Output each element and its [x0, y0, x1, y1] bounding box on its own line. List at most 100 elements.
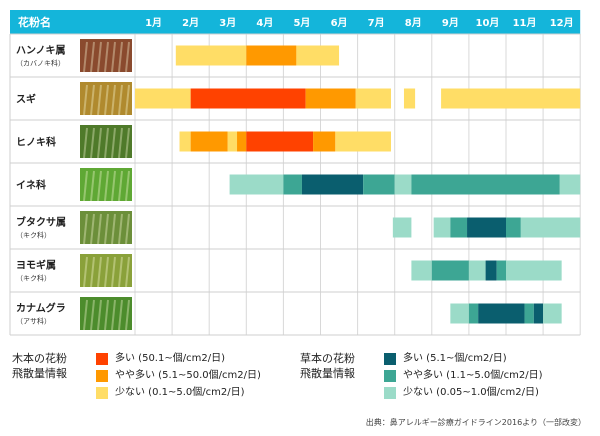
pollen-period-bar [441, 88, 581, 109]
pollen-period-bar [283, 174, 302, 195]
pollen-period-bar [190, 131, 228, 152]
plant-photo-stroke [83, 299, 88, 331]
pollen-period-bar [301, 174, 364, 195]
plant-photo-stroke [90, 299, 95, 331]
tree-legend-title-line1: 木本の花粉 [12, 352, 67, 365]
plant-photo-stroke [111, 256, 116, 288]
grass-low-swatch [384, 387, 396, 399]
legend-label: やや多い (5.1~50.0個/cm2/日) [115, 370, 261, 381]
plant-photo-stroke [125, 299, 130, 331]
plant-photo-stroke [90, 213, 95, 245]
pollen-period-bar [468, 303, 479, 324]
pollen-period-bar [450, 217, 468, 238]
plant-photo [80, 211, 132, 244]
tree-low-swatch [96, 387, 108, 399]
plant-photo-stroke [97, 213, 102, 245]
name-column-header: 花粉名 [18, 15, 51, 29]
plant-photo-stroke [90, 84, 95, 116]
plant-photo-stroke [104, 84, 109, 116]
pollen-period-bar [450, 303, 469, 324]
plant-photo-stroke [125, 256, 130, 288]
plant-photo-stroke [125, 127, 130, 159]
plant-photo-stroke [111, 127, 116, 159]
pollen-period-bar [468, 260, 486, 281]
pollen-period-bar [467, 217, 506, 238]
plant-photo [80, 125, 132, 158]
pollen-period-bar [403, 88, 416, 109]
pollen-period-bar [363, 174, 395, 195]
pollen-period-bar [246, 131, 314, 152]
plant-photo [80, 168, 132, 201]
pollen-period-bar [335, 131, 391, 152]
pollen-period-bar [190, 88, 306, 109]
pollen-name: ヒノキ科 [16, 136, 56, 149]
month-header: 7月 [368, 17, 385, 29]
plant-photo-stroke [111, 170, 116, 202]
plant-photo-stroke [111, 41, 116, 73]
pollen-period-bar [559, 174, 581, 195]
month-header: 5月 [293, 17, 310, 29]
plant-photo-stroke [118, 213, 123, 245]
pollen-name: ヨモギ属 [16, 259, 56, 272]
pollen-period-bar [533, 303, 544, 324]
pollen-period-bar [355, 88, 391, 109]
plant-photo-stroke [111, 213, 116, 245]
plant-photo-stroke [83, 41, 88, 73]
legend-label: 少ない (0.05~1.0個/cm2/日) [403, 387, 539, 398]
tree-high-swatch [96, 353, 108, 365]
plant-photo-stroke [104, 127, 109, 159]
tree-legend-title-line2: 飛散量情報 [12, 367, 67, 380]
plant-photo-stroke [83, 170, 88, 202]
pollen-row: カナムグラ （アサ科） [16, 297, 562, 331]
plant-photo-stroke [83, 84, 88, 116]
legend-label: 少ない (0.1~5.0個/cm2/日) [115, 387, 245, 398]
pollen-period-bar [227, 131, 238, 152]
pollen-name: スギ [16, 93, 36, 106]
month-header: 1月 [145, 17, 162, 29]
header-bar [10, 10, 581, 34]
pollen-period-bar [237, 131, 247, 152]
pollen-period-bar [524, 303, 534, 324]
plant-photo-stroke [125, 213, 130, 245]
pollen-period-bar [506, 217, 521, 238]
plant-photo-stroke [97, 84, 102, 116]
plant-photo-stroke [111, 299, 116, 331]
plant-photo-stroke [90, 41, 95, 73]
grass-legend-title-line2: 飛散量情報 [300, 367, 355, 380]
plant-photo-stroke [111, 84, 116, 116]
pollen-period-bar [485, 260, 497, 281]
tree-mid-swatch [96, 370, 108, 382]
tree-legend-title: 木本の花粉 飛散量情報 [12, 351, 67, 381]
source-note: 出典：鼻アレルギー診療ガイドライン2016より（一部改変） [365, 418, 586, 427]
pollen-row: ブタクサ属 （キク科） [16, 211, 581, 245]
plant-photo-stroke [118, 41, 123, 73]
plant-photo-stroke [90, 256, 95, 288]
pollen-period-bar [411, 260, 432, 281]
plant-photo-stroke [83, 256, 88, 288]
pollen-name: ハンノキ属 [16, 45, 66, 57]
pollen-name: ブタクサ属 [16, 216, 66, 229]
legend-label: 多い (50.1~個/cm2/日) [115, 353, 225, 364]
month-header: 2月 [182, 17, 199, 29]
plant-photo-stroke [118, 299, 123, 331]
plant-photo-stroke [90, 170, 95, 202]
plant-photo-stroke [104, 170, 109, 202]
plant-photo [80, 254, 132, 287]
pollen-period-bar [431, 260, 469, 281]
pollen-row: スギ [16, 82, 581, 116]
plant-photo-stroke [97, 41, 102, 73]
pollen-family: （カバノキ科） [16, 59, 65, 68]
pollen-row: イネ科 [16, 168, 581, 202]
plant-photo-stroke [104, 256, 109, 288]
pollen-family: （キク科） [16, 231, 51, 240]
plant-photo-stroke [97, 127, 102, 159]
plant-photo-stroke [125, 170, 130, 202]
legend-label: 多い (5.1~個/cm2/日) [403, 353, 507, 364]
plant-photo-stroke [83, 213, 88, 245]
plant-photo-stroke [118, 84, 123, 116]
pollen-period-bar [543, 303, 562, 324]
pollen-row: ハンノキ属 （カバノキ科） [16, 39, 340, 73]
pollen-row: ヒノキ科 [16, 125, 391, 159]
plant-photo-stroke [118, 170, 123, 202]
